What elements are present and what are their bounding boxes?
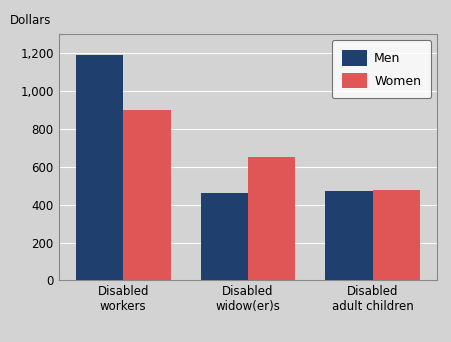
Bar [123,110,170,280]
Bar [248,157,295,280]
Bar [76,55,123,280]
Text: Dollars: Dollars [9,14,51,27]
Bar [201,193,248,280]
Legend: Men, Women: Men, Women [332,40,431,98]
Bar [373,189,420,280]
Bar [326,191,373,280]
